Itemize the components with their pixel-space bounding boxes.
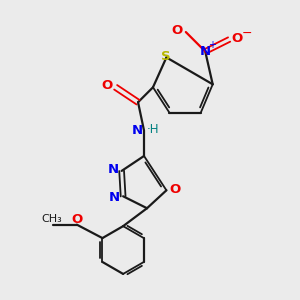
Text: O: O xyxy=(172,24,183,37)
Text: O: O xyxy=(169,183,180,196)
Text: O: O xyxy=(102,79,113,92)
Text: S: S xyxy=(161,50,171,63)
Text: CH₃: CH₃ xyxy=(41,214,62,224)
Text: O: O xyxy=(72,213,83,226)
Text: ·H: ·H xyxy=(147,123,159,136)
Text: O: O xyxy=(232,32,243,44)
Text: −: − xyxy=(242,27,252,40)
Text: N: N xyxy=(108,163,119,176)
Text: +: + xyxy=(208,40,216,50)
Text: N: N xyxy=(132,124,143,137)
Text: N: N xyxy=(109,191,120,204)
Text: N: N xyxy=(200,45,211,58)
